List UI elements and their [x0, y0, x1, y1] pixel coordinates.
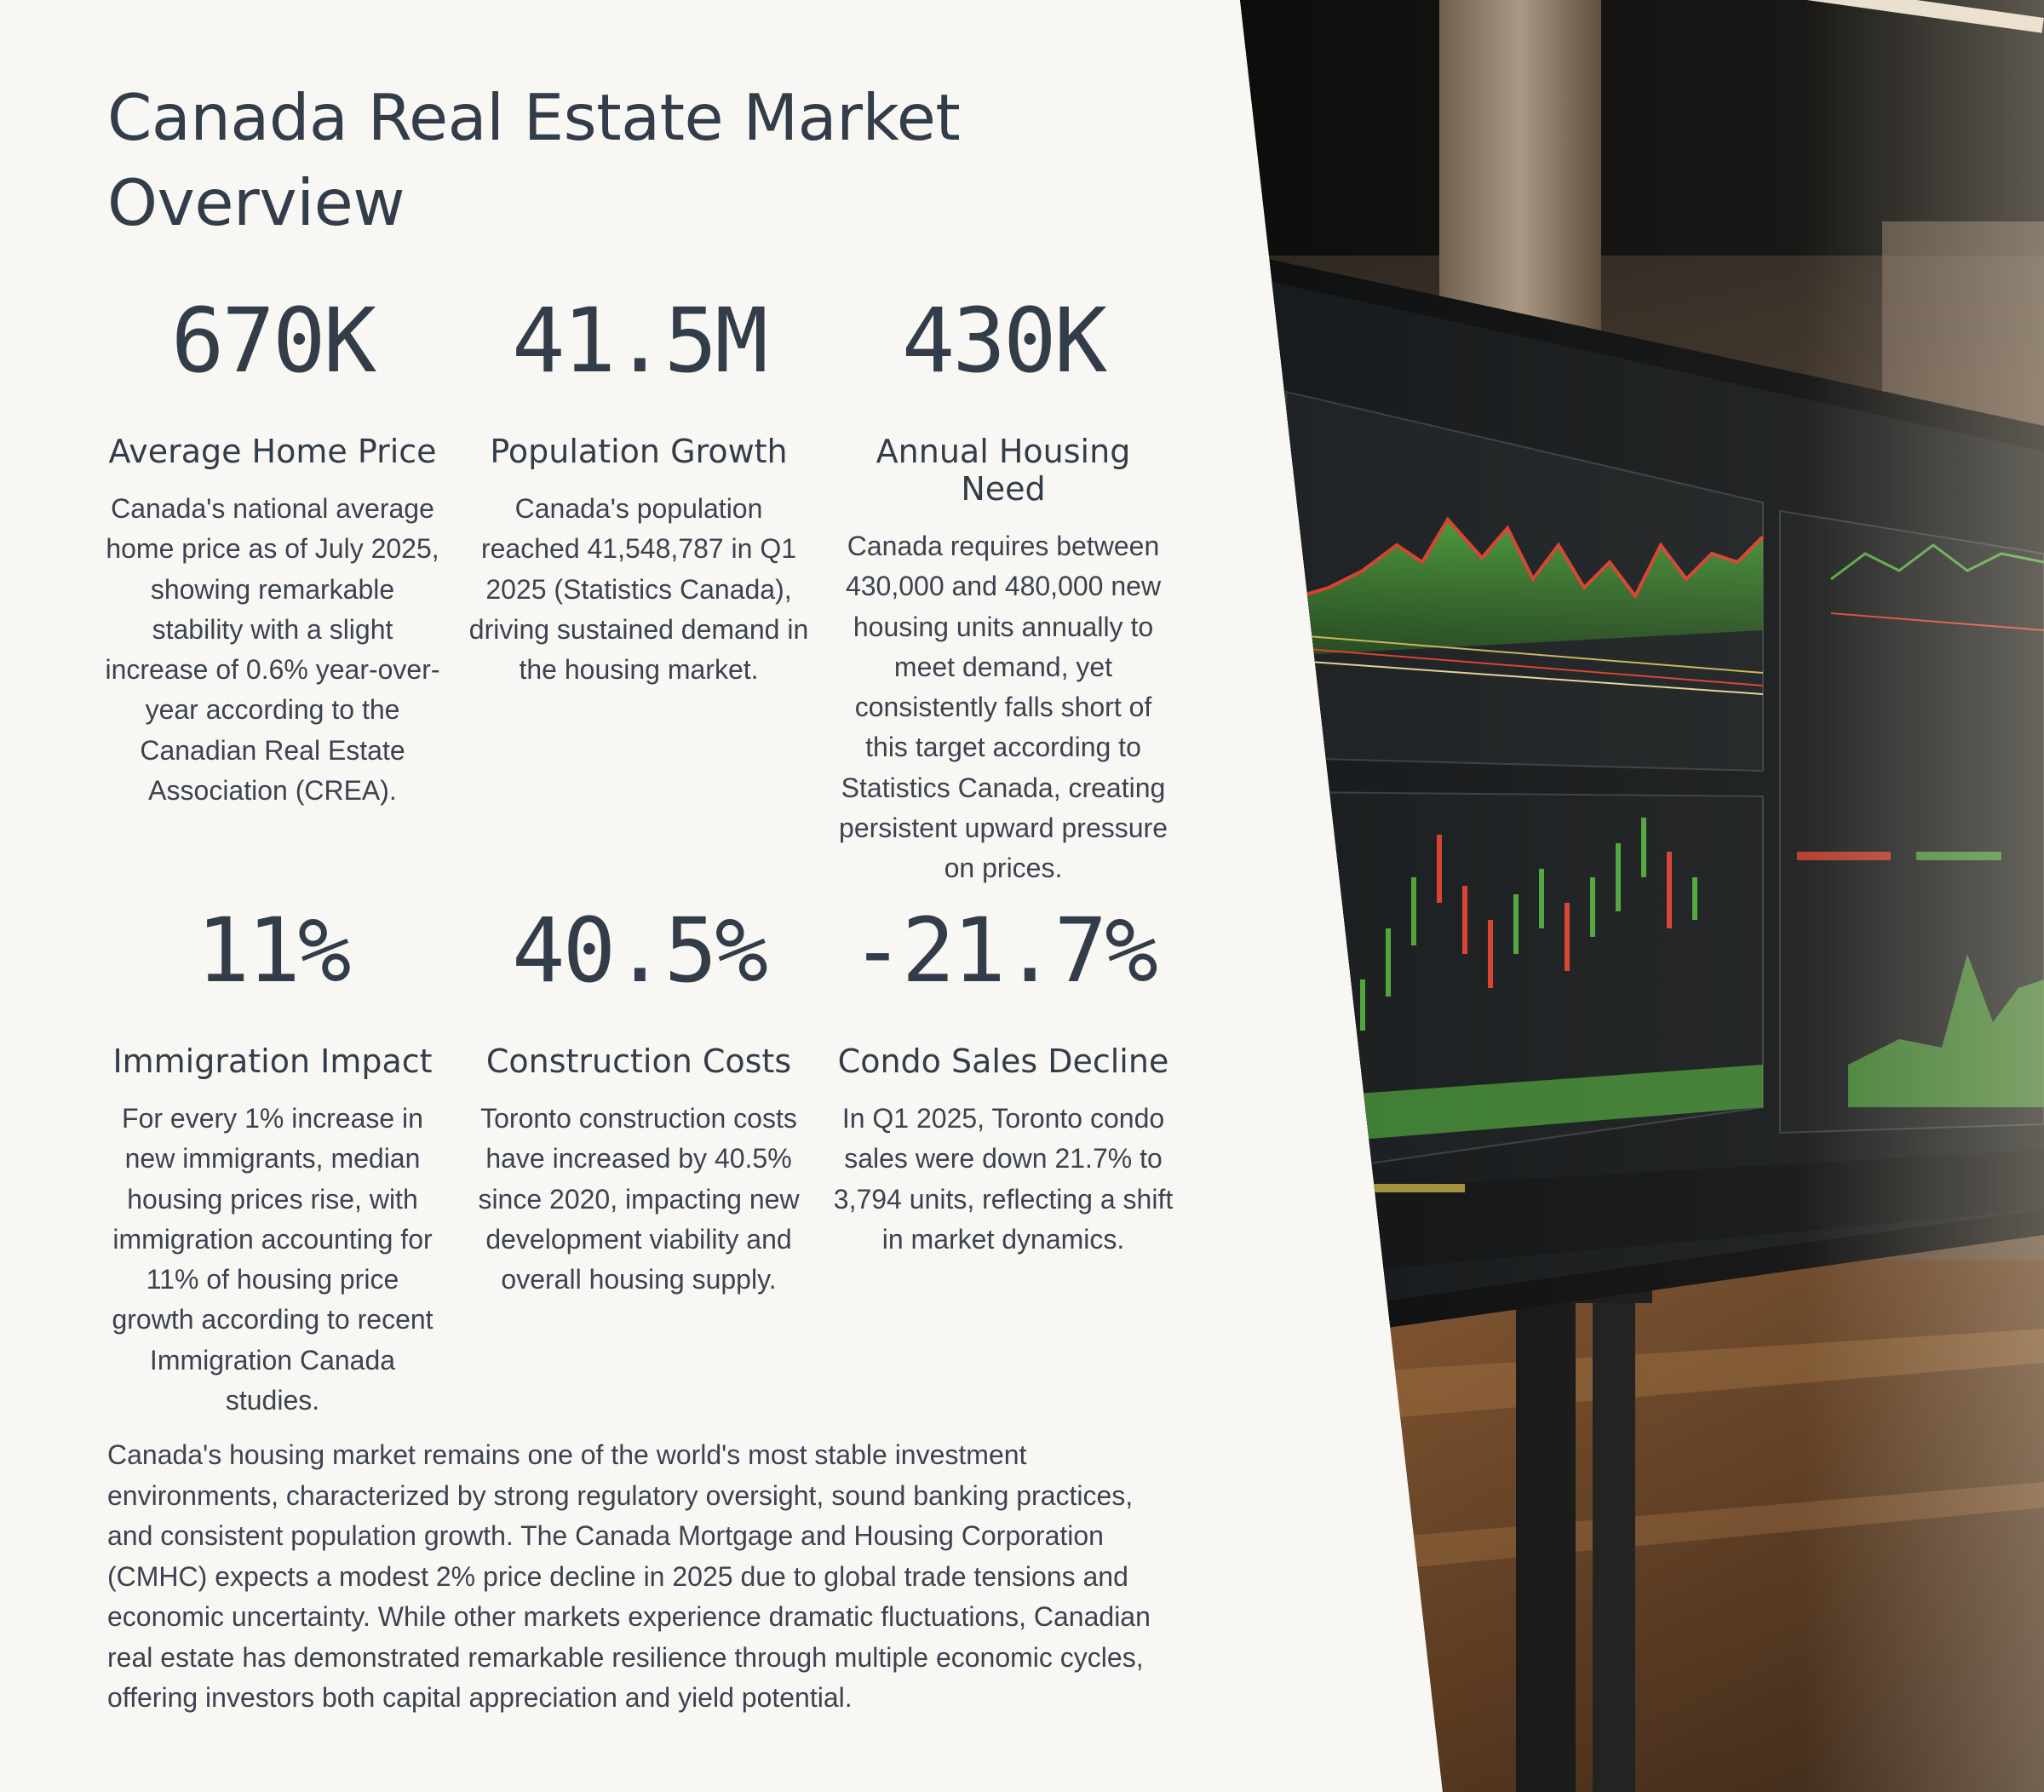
stat-description: Canada's population reached 41,548,787 i…	[468, 493, 809, 686]
stat-condo-sales-decline: -21.7% Condo Sales Decline In Q1 2025, T…	[833, 899, 1174, 1260]
stat-immigration-impact: 11% Immigration Impact For every 1% incr…	[102, 899, 443, 1421]
stat-description: Toronto construction costs have increase…	[478, 1103, 800, 1295]
stat-label: Construction Costs	[485, 1042, 792, 1080]
stat-description: In Q1 2025, Toronto condo sales were dow…	[833, 1103, 1174, 1255]
stat-value: 40.5%	[511, 899, 768, 1002]
page-title: Canada Real Estate Market Overview	[107, 80, 961, 240]
stat-label: Average Home Price	[108, 433, 437, 470]
photo-illustration	[1240, 0, 2044, 1792]
stat-label: Annual Housing Need	[876, 433, 1131, 508]
stat-construction-costs: 40.5% Construction Costs Toronto constru…	[468, 899, 809, 1300]
stat-value: -21.7%	[851, 899, 1158, 1002]
stat-label: Condo Sales Decline	[837, 1042, 1169, 1080]
stat-average-home-price: 670K Average Home Price Canada's nationa…	[102, 290, 443, 811]
content-panel: Canada Real Estate Market Overview 670K …	[102, 80, 1174, 1713]
stat-value: 670K	[170, 289, 376, 393]
stat-description: For every 1% increase in new immigrants,…	[112, 1103, 433, 1416]
stat-value: 11%	[196, 899, 352, 1002]
stat-description: Canada's national average home price as …	[105, 493, 440, 807]
stat-value: 430K	[901, 289, 1107, 393]
stat-label: Immigration Impact	[112, 1042, 433, 1080]
trading-monitor-photo	[1240, 0, 2044, 1792]
stat-description: Canada requires between 430,000 and 480,…	[839, 531, 1168, 884]
market-summary-paragraph: Canada's housing market remains one of t…	[107, 1439, 1151, 1713]
stat-annual-housing-need: 430K Annual Housing Need Canada requires…	[833, 290, 1174, 889]
stat-population-growth: 41.5M Population Growth Canada's populat…	[468, 290, 809, 690]
stat-value: 41.5M	[511, 289, 768, 393]
stat-label: Population Growth	[490, 433, 788, 470]
